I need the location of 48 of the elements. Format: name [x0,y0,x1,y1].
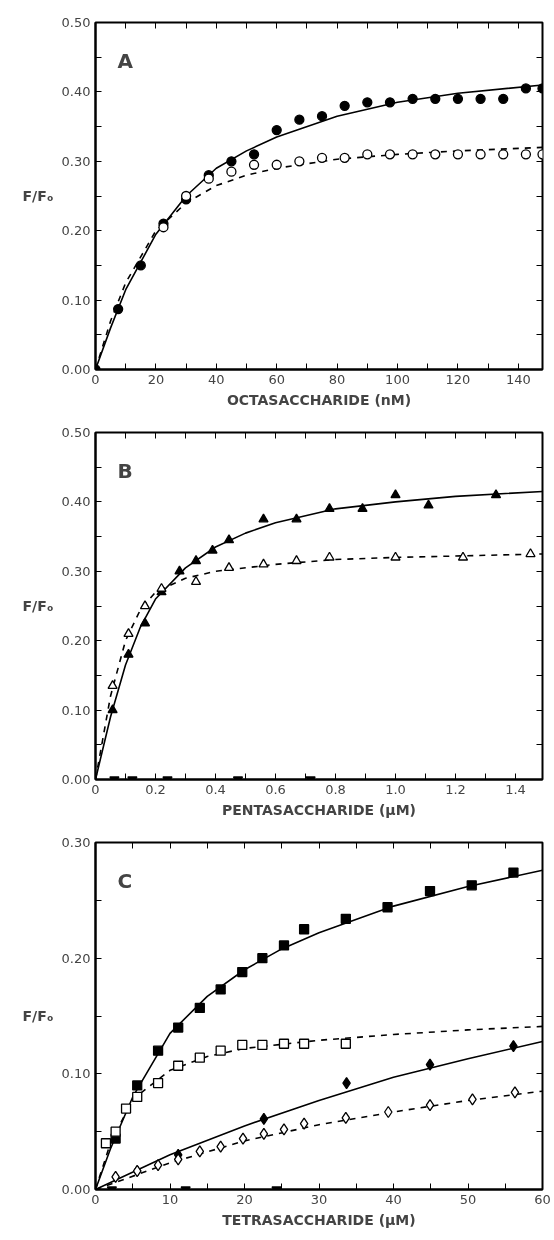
x-tick-label: 100 [385,371,410,387]
y-tick-label: 0.40 [61,84,91,100]
text: A [117,48,134,73]
x-axis-title: TETRASACCHARIDE (μM) [222,1211,416,1228]
text: B [117,458,133,483]
x-tick-label: 1.4 [505,781,526,797]
x-tick-label: 0 [91,371,100,387]
y-axis-title: F/Fₒ [22,598,54,614]
x-tick-label: 1.0 [385,781,406,797]
y-tick-label: 0.20 [61,223,91,239]
x-axis-title: PENTASACCHARIDE (μM) [222,801,416,818]
y-tick-label: 0.20 [61,950,91,966]
x-tick-label: 10 [161,1191,179,1207]
x-tick-label: 0 [91,781,100,797]
y-tick-label: 0.50 [61,15,91,30]
y-tick-label: 0.00 [61,772,91,787]
x-tick-label: 0.2 [145,781,166,797]
x-tick-label: 30 [310,1191,328,1207]
x-tick-label: 0 [91,1191,100,1207]
x-tick-label: 140 [505,371,531,387]
y-tick-label: 0.30 [61,835,91,850]
x-tick-label: 20 [236,1191,253,1207]
x-tick-label: 60 [534,1191,551,1207]
x-tick-label: 50 [459,1191,477,1207]
y-tick-label: 0.50 [61,425,91,440]
x-tick-label: 80 [328,371,346,387]
y-tick-label: 0.20 [61,633,91,649]
x-tick-label: 120 [445,371,471,387]
y-tick-label: 0.40 [61,494,91,510]
y-tick-label: 0.00 [61,362,91,377]
y-tick-label: 0.00 [61,1182,91,1197]
y-tick-label: 0.10 [61,292,91,308]
y-tick-label: 0.30 [61,153,91,169]
x-tick-label: 0.6 [265,781,286,797]
y-tick-label: 0.10 [61,702,91,718]
y-axis-title: F/Fₒ [22,188,54,204]
y-axis-title: F/Fₒ [22,1008,54,1024]
x-tick-label: 40 [385,1191,402,1207]
x-tick-label: 0.8 [325,781,346,797]
x-tick-label: 0.4 [205,781,226,797]
x-tick-label: 20 [147,371,165,387]
x-tick-label: 1.2 [445,781,466,797]
x-tick-label: 40 [208,371,225,387]
y-tick-label: 0.30 [61,563,91,579]
x-axis-title: OCTASACCHARIDE (nM) [226,391,412,408]
y-tick-label: 0.10 [61,1066,91,1082]
x-tick-label: 60 [268,371,285,387]
text: C [117,868,133,893]
